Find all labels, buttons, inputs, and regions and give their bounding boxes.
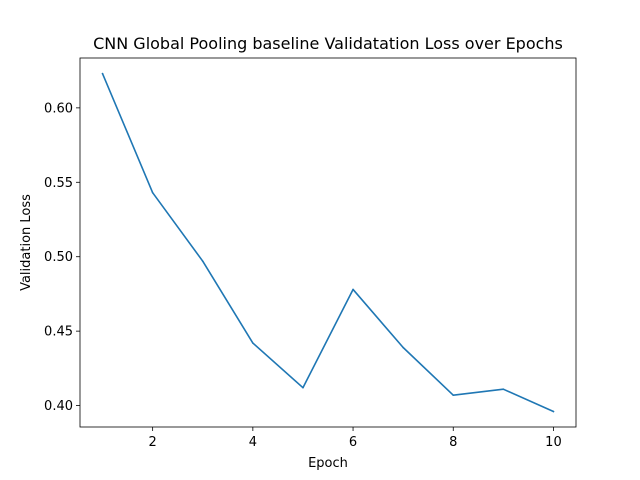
data-point (452, 394, 455, 396)
series-layer (101, 72, 555, 413)
x-tick-label: 6 (349, 435, 357, 450)
data-point (101, 72, 104, 75)
data-point (201, 260, 204, 262)
x-tick-label: 2 (149, 435, 157, 450)
data-point (302, 386, 304, 389)
x-tick-label: 4 (249, 435, 257, 450)
chart-title: CNN Global Pooling baseline Validatation… (93, 34, 563, 53)
series-line (101, 72, 555, 413)
x-tick-label: 8 (449, 435, 457, 450)
data-point (352, 288, 354, 291)
data-point (502, 388, 505, 390)
x-axis-label: Epoch (308, 456, 348, 471)
data-point (402, 346, 404, 349)
y-tick-label: 0.60 (44, 101, 73, 116)
data-point (151, 191, 154, 194)
x-tick-label: 10 (545, 435, 562, 450)
y-tick-label: 0.50 (44, 250, 73, 265)
y-axis: 0.40 0.45 0.50 0.55 0.60 (44, 101, 80, 414)
y-tick-label: 0.45 (44, 325, 73, 340)
axes-background (80, 58, 576, 427)
data-point (552, 410, 555, 413)
data-point (252, 342, 254, 344)
axes-frame (79, 57, 577, 428)
y-tick-label: 0.55 (44, 176, 73, 191)
x-axis: 2 4 6 8 10 (149, 427, 562, 450)
y-axis-label: Validation Loss (19, 194, 34, 291)
y-tick-label: 0.40 (44, 399, 73, 414)
plot-area (79, 57, 577, 428)
